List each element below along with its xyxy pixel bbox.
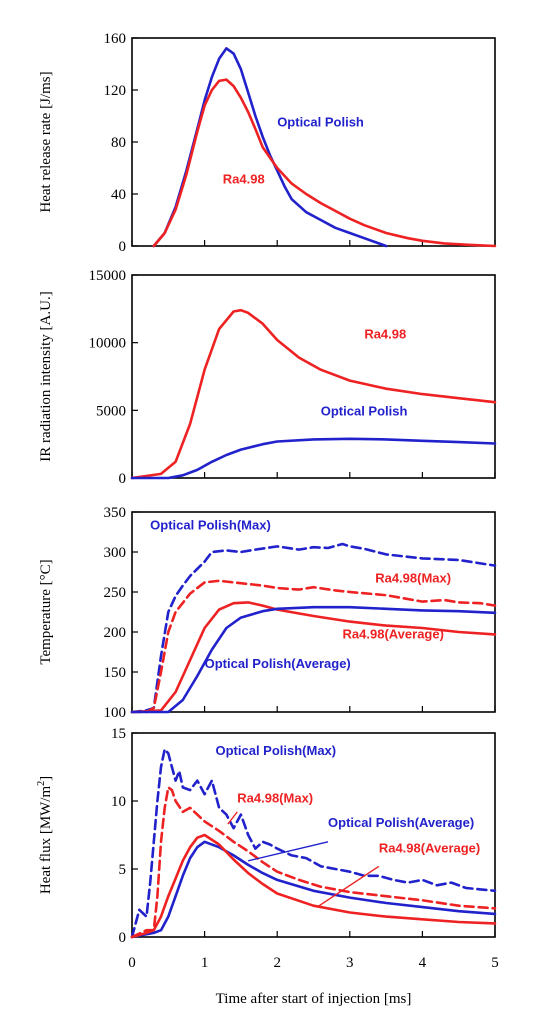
y-tick-label: 0: [119, 471, 127, 487]
y-axis-title: Temperature [°C]: [38, 559, 54, 664]
annotation-label: Optical Polish(Max): [150, 518, 271, 533]
y-tick-label: 0: [119, 930, 127, 946]
y-tick-label: 150: [104, 665, 127, 681]
annotation-label: Optical Polish(Max): [215, 743, 336, 758]
y-tick-label: 160: [104, 31, 127, 47]
y-tick-label: 15000: [89, 268, 127, 284]
annotation-label: Optical Polish: [321, 404, 408, 419]
panel-1: 0 40 80 120 160 Heat release rate [J/ms] Optic…: [38, 31, 497, 255]
annotation-label: Optical Polish(Average): [205, 656, 351, 671]
x-tick-label: 3: [346, 955, 354, 971]
x-tick-label: 4: [419, 955, 427, 971]
annotation-label: Optical Polish(Average): [328, 815, 474, 830]
series-line-ra4-98: [152, 78, 497, 248]
y-tick-label: 350: [104, 505, 127, 521]
series-line-ra4-98-max: [130, 579, 497, 714]
annotation-label: Ra4.98: [223, 172, 265, 187]
annotation-leader-line: [227, 811, 238, 825]
series-line-ra4-98-max: [130, 786, 497, 939]
y-tick-label: 120: [104, 83, 127, 99]
y-tick-label: 250: [104, 585, 127, 601]
annotation-label: Optical Polish: [277, 114, 364, 129]
annotation-label: Ra4.98(Max): [237, 790, 313, 805]
x-tick-label: 2: [273, 955, 281, 971]
series-line-optical-polish-average: [130, 605, 497, 714]
panel-3: 100 150 200 250 300 350 Temperature [°C] Optica…: [38, 505, 497, 721]
series-line-optical-polish: [130, 437, 497, 480]
y-tick-label: 300: [104, 545, 127, 561]
y-tick-label: 0: [119, 239, 127, 255]
annotation-label: Ra4.98(Max): [375, 570, 451, 585]
y-tick-label: 100: [104, 705, 127, 721]
y-tick-label: 10000: [89, 336, 127, 352]
panel-2: 0 5000 10000 15000 IR radiation intensity [A…: [38, 268, 497, 487]
series-line-optical-polish-max: [130, 747, 497, 939]
x-axis-title: Time after start of injection [ms]: [216, 991, 412, 1007]
annotation-label: Ra4.98(Average): [343, 626, 444, 641]
annotation-leader-line: [247, 841, 329, 862]
y-axis-title: Heat flux [MW/m2]: [36, 776, 54, 894]
annotation-leader-line: [316, 865, 380, 908]
y-axis-title: IR radiation intensity [A.U.]: [38, 291, 54, 461]
series-line-ra4-98: [130, 308, 497, 480]
plot-frame: [131, 732, 496, 938]
series-line-ra4-98-average: [130, 601, 497, 714]
y-tick-label: 200: [104, 625, 127, 641]
x-tick-label: 0: [128, 955, 136, 971]
y-tick-label: 5: [119, 862, 127, 878]
y-tick-label: 10: [111, 794, 126, 810]
y-tick-label: 40: [111, 187, 126, 203]
annotation-label: Ra4.98: [364, 327, 406, 342]
series-line-ra4-98-average: [130, 833, 497, 939]
y-tick-label: 15: [111, 726, 126, 742]
y-tick-label: 80: [111, 135, 126, 151]
x-tick-label: 5: [491, 955, 499, 971]
y-tick-label: 5000: [96, 403, 126, 419]
series-line-optical-polish-max: [130, 542, 497, 714]
x-tick-label: 1: [201, 955, 209, 971]
annotation-label: Ra4.98(Average): [379, 841, 480, 856]
plot-frame: [131, 274, 496, 479]
y-axis-title: Heat release rate [J/ms]: [38, 71, 54, 212]
series-line-optical-polish: [152, 47, 388, 248]
